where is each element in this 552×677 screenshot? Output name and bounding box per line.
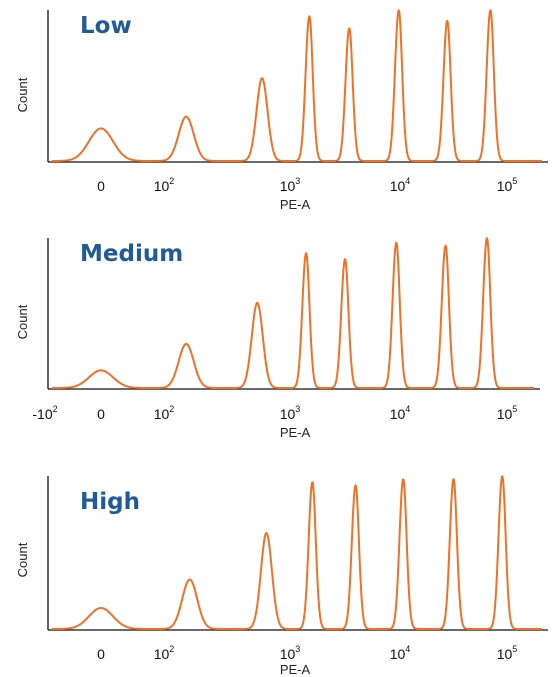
x-tick-label: 102 [154, 644, 175, 662]
x-tick-label: 103 [280, 404, 301, 422]
panel-title: Low [80, 13, 132, 39]
x-tick-label: 0 [97, 178, 105, 194]
y-axis-label: Count [15, 542, 30, 577]
x-tick-label: 103 [280, 644, 301, 662]
x-tick-label: 105 [497, 404, 518, 422]
x-tick-label: 102 [154, 404, 175, 422]
x-tick-label: 103 [280, 176, 301, 194]
x-axis-label: PE-A [280, 197, 311, 212]
x-tick-label: -102 [32, 404, 57, 422]
x-axis-label: PE-A [280, 425, 311, 440]
x-tick-label: 104 [390, 176, 411, 194]
y-axis-label: Count [15, 304, 30, 339]
histogram-curve [51, 237, 535, 389]
x-tick-label: 102 [154, 176, 175, 194]
histogram-panel-2: Medium Count PE-A -102 0 102 103 104 105 [15, 237, 540, 440]
x-tick-label: 0 [97, 406, 105, 422]
panel-title: Medium [80, 241, 183, 267]
x-axis-label: PE-A [280, 662, 311, 677]
histogram-panel-1: Low Count PE-A 0 102 103 104 105 [15, 9, 548, 212]
x-tick-label: 104 [390, 644, 411, 662]
x-tick-label: 0 [97, 646, 105, 662]
x-tick-label: 104 [390, 404, 411, 422]
panel-title: High [80, 489, 140, 515]
histogram-panel-3: High Count PE-A 0 102 103 104 105 [15, 475, 548, 677]
x-tick-label: 105 [497, 644, 518, 662]
histogram-curve [51, 9, 543, 162]
y-axis-label: Count [15, 77, 30, 112]
x-tick-label: 105 [497, 176, 518, 194]
histogram-curve [51, 475, 543, 630]
